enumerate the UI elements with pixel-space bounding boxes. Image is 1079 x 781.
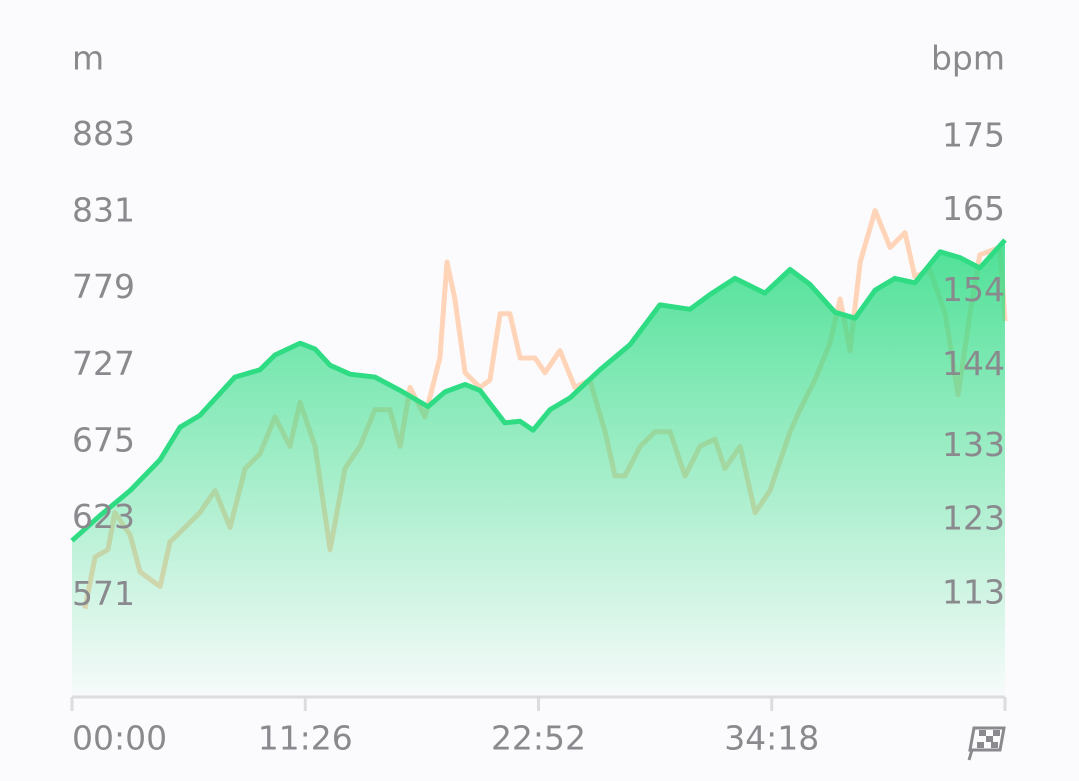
y2-tick-label: 165	[942, 189, 1005, 228]
y2-tick-label: 175	[942, 115, 1005, 154]
y-tick-label: 727	[72, 344, 135, 383]
y-tick-label: 571	[72, 574, 135, 613]
y-tick-label: 883	[72, 114, 135, 153]
x-tick-label: 22:52	[491, 719, 586, 758]
y2-tick-label: 123	[942, 499, 1005, 538]
finish-flag	[967, 726, 1006, 761]
y-tick-label: 675	[72, 420, 135, 459]
elevation-line	[70, 238, 1007, 543]
y-tick-label: 831	[72, 191, 135, 230]
y2-tick-label: 154	[942, 270, 1005, 309]
y2-tick-label: 144	[942, 344, 1005, 383]
elevation-area	[72, 240, 1005, 697]
y2-tick-label: 133	[942, 425, 1005, 464]
y2-axis-unit: bpm	[931, 39, 1005, 78]
y-tick-label: 779	[72, 267, 135, 306]
y-tick-label: 623	[72, 497, 135, 536]
plot	[70, 208, 1008, 697]
y-axis-unit: m	[72, 39, 104, 78]
x-tick-label: 11:26	[258, 719, 353, 758]
y2-tick-label: 113	[942, 572, 1005, 611]
x-tick-label: 34:18	[724, 719, 819, 758]
x-tick-label: 00:00	[72, 719, 167, 758]
